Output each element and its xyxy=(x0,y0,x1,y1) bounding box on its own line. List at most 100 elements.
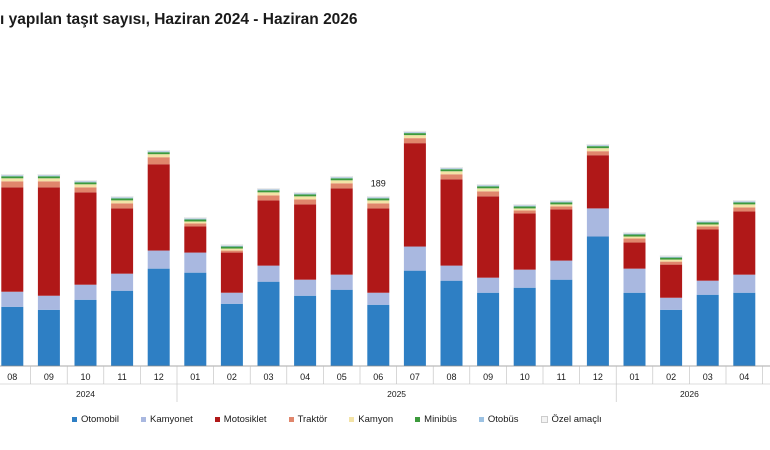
x-tick-label: 09 xyxy=(483,372,493,382)
bar-segment-kamyonet-20 xyxy=(733,274,756,293)
bar-segment-motosiklet-7 xyxy=(257,200,280,266)
bar-segment-motosiklet-15 xyxy=(550,209,573,261)
bar-segment-traktör-10 xyxy=(367,203,390,209)
bar-segment-kamyonet-5 xyxy=(184,252,207,273)
bar-segment-kamyon-6 xyxy=(220,248,243,251)
bar-segment-traktör-15 xyxy=(550,206,573,210)
bar-segment-otobüs-18 xyxy=(660,256,683,258)
bar-segment-kamyon-14 xyxy=(513,208,536,211)
legend-item: Kamyon xyxy=(349,414,393,425)
bar-segment-özel-amaçlı-10 xyxy=(367,196,390,198)
bar-segment-otobüs-16 xyxy=(586,145,609,147)
bar-segment-otomobil-8 xyxy=(294,295,317,366)
bar-segment-traktör-16 xyxy=(586,151,609,156)
bar-segment-minibüs-18 xyxy=(660,257,683,260)
bar-segment-özel-amaçlı-6 xyxy=(220,244,244,246)
bar-segment-motosiklet-2 xyxy=(74,192,97,285)
bar-segment-minibüs-19 xyxy=(696,222,719,225)
bar-segment-minibüs-9 xyxy=(330,178,353,181)
bar-segment-kamyon-19 xyxy=(696,224,719,227)
bar-segment-motosiklet-3 xyxy=(111,208,134,274)
bar-segment-otomobil-15 xyxy=(550,279,573,366)
bar-segment-motosiklet-13 xyxy=(477,196,500,278)
bar-segment-traktör-17 xyxy=(623,238,646,243)
bar-segment-kamyonet-17 xyxy=(623,268,646,293)
bar-segment-kamyonet-6 xyxy=(220,292,243,304)
bar-segment-özel-amaçlı-5 xyxy=(184,217,207,219)
bar-segment-kamyon-3 xyxy=(111,200,134,204)
legend-label: Otomobil xyxy=(81,414,120,425)
bar-segment-otobüs-13 xyxy=(477,185,500,187)
bar-segment-otomobil-16 xyxy=(586,236,609,366)
bar-segment-otomobil-9 xyxy=(330,289,353,366)
bar-segment-otomobil-7 xyxy=(257,281,280,366)
bar-segment-otomobil-5 xyxy=(184,272,207,366)
bar-segment-özel-amaçlı-15 xyxy=(550,200,573,202)
bar-segment-özel-amaçlı-12 xyxy=(440,167,463,169)
bar-segment-motosiklet-14 xyxy=(513,213,536,270)
bar-segment-kamyonet-15 xyxy=(550,260,573,280)
bar-segment-otomobil-1 xyxy=(37,309,60,366)
bar-segment-kamyon-12 xyxy=(440,171,463,175)
bar-segment-kamyon-20 xyxy=(733,204,756,208)
bar-segment-kamyon-4 xyxy=(147,154,170,158)
legend-swatch xyxy=(478,417,484,422)
bar-segment-traktör-7 xyxy=(257,195,280,201)
bar-segment-otomobil-13 xyxy=(477,292,500,366)
x-tick-label: 11 xyxy=(557,372,566,382)
bar-segment-kamyonet-13 xyxy=(477,277,500,293)
x-tick-label: 11 xyxy=(117,372,126,382)
bar-segment-traktör-2 xyxy=(74,187,97,193)
bar-segment-traktör-13 xyxy=(477,191,500,197)
bar-segment-özel-amaçlı-2 xyxy=(74,180,97,182)
x-axis-labels: 08 09 10 11 12 01 02 03 04 05 06 07 08 09 10 11 12 01 02 03… xyxy=(7,372,749,399)
bar-segment-otobüs-5 xyxy=(184,218,207,220)
bar-segment-otobüs-4 xyxy=(147,151,170,153)
bar-segment-otobüs-8 xyxy=(294,193,317,195)
bar-segment-motosiklet-0 xyxy=(1,187,24,292)
bar-segment-özel-amaçlı-8 xyxy=(293,192,317,194)
bar-segment-özel-amaçlı-16 xyxy=(586,143,610,146)
bar-segment-traktör-3 xyxy=(111,203,134,209)
bar-segment-traktör-6 xyxy=(220,250,243,253)
bar-segment-motosiklet-9 xyxy=(330,188,353,275)
legend-swatch xyxy=(540,416,548,423)
x-tick-label: 04 xyxy=(300,372,310,382)
bar-segment-kamyon-2 xyxy=(74,184,97,188)
bar-segment-otomobil-2 xyxy=(74,299,97,366)
bar-segment-minibüs-15 xyxy=(550,202,573,205)
legend-label: Kamyonet xyxy=(150,414,193,425)
bar-segment-minibüs-16 xyxy=(586,146,609,149)
bar-segment-minibüs-13 xyxy=(477,186,500,189)
bar-segment-motosiklet-20 xyxy=(733,211,756,275)
bar-segment-kamyonet-12 xyxy=(440,265,463,281)
bar-segment-otomobil-19 xyxy=(696,294,719,366)
year-label: 2025 xyxy=(387,389,406,399)
annotations: 189 xyxy=(371,178,386,188)
bar-segment-kamyonet-11 xyxy=(403,246,426,271)
x-tick-label: 03 xyxy=(263,372,273,382)
bar-segment-kamyonet-9 xyxy=(330,274,353,290)
legend-label: Traktör xyxy=(297,414,328,425)
bar-segment-motosiklet-8 xyxy=(294,204,317,280)
x-tick-label: 07 xyxy=(410,372,420,382)
bar-segment-otobüs-0 xyxy=(1,175,24,177)
bar-segment-traktör-14 xyxy=(513,210,536,214)
bar-segment-otobüs-15 xyxy=(550,201,573,203)
bar-segment-traktör-18 xyxy=(660,261,683,265)
bar-segment-kamyonet-19 xyxy=(696,280,719,295)
bar-segment-otomobil-6 xyxy=(220,303,243,366)
bar-segment-otomobil-18 xyxy=(660,309,683,366)
bar-segment-otobüs-12 xyxy=(440,168,463,170)
bar-segment-traktör-8 xyxy=(294,199,317,205)
bar-segment-özel-amaçlı-7 xyxy=(257,188,280,190)
bar-segment-özel-amaçlı-1 xyxy=(37,174,61,176)
bar-segment-traktör-11 xyxy=(403,138,426,144)
legend-swatch xyxy=(415,417,421,422)
bar-segment-minibüs-3 xyxy=(111,198,134,201)
bar-segment-motosiklet-16 xyxy=(586,155,609,209)
bar-segment-motosiklet-17 xyxy=(623,242,646,269)
x-tick-label: 10 xyxy=(520,372,530,382)
legend-item: Traktör xyxy=(288,414,328,425)
legend-swatch xyxy=(349,417,355,422)
